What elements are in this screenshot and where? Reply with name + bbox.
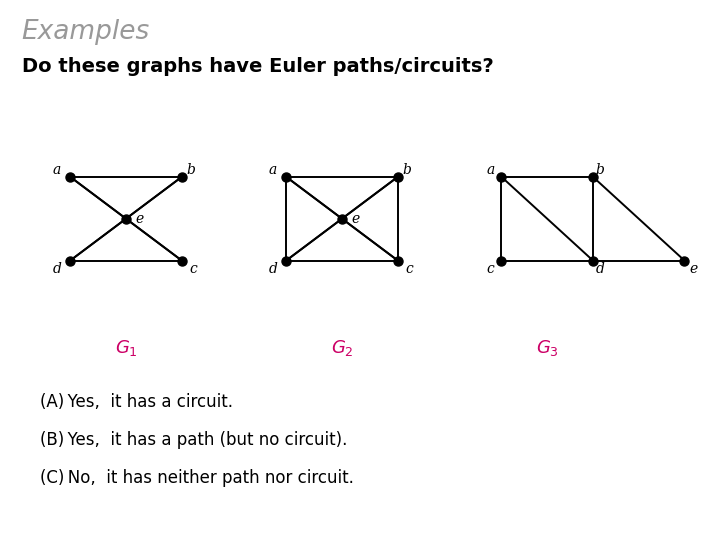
Text: c: c [487,262,495,276]
Text: d: d [596,262,605,276]
Text: b: b [402,163,411,177]
Text: b: b [186,163,195,177]
Text: d: d [53,262,61,276]
Text: (C) No,  it has neither path nor circuit.: (C) No, it has neither path nor circuit. [40,469,354,487]
Text: a: a [53,163,61,177]
Text: (B) Yes,  it has a path (but no circuit).: (B) Yes, it has a path (but no circuit). [40,431,347,449]
Text: c: c [405,262,413,276]
Text: a: a [269,163,277,177]
Text: d: d [269,262,277,276]
Text: Do these graphs have Euler paths/circuits?: Do these graphs have Euler paths/circuit… [22,57,493,76]
Text: c: c [189,262,197,276]
Text: a: a [486,163,495,177]
Text: $G_2$: $G_2$ [330,338,354,359]
Text: e: e [690,262,698,276]
Text: (A) Yes,  it has a circuit.: (A) Yes, it has a circuit. [40,393,233,411]
Text: Examples: Examples [22,19,150,45]
Text: $G_3$: $G_3$ [536,338,559,359]
Text: e: e [351,212,359,226]
Text: b: b [596,163,605,177]
Text: $G_1$: $G_1$ [114,338,138,359]
Text: e: e [135,212,143,226]
